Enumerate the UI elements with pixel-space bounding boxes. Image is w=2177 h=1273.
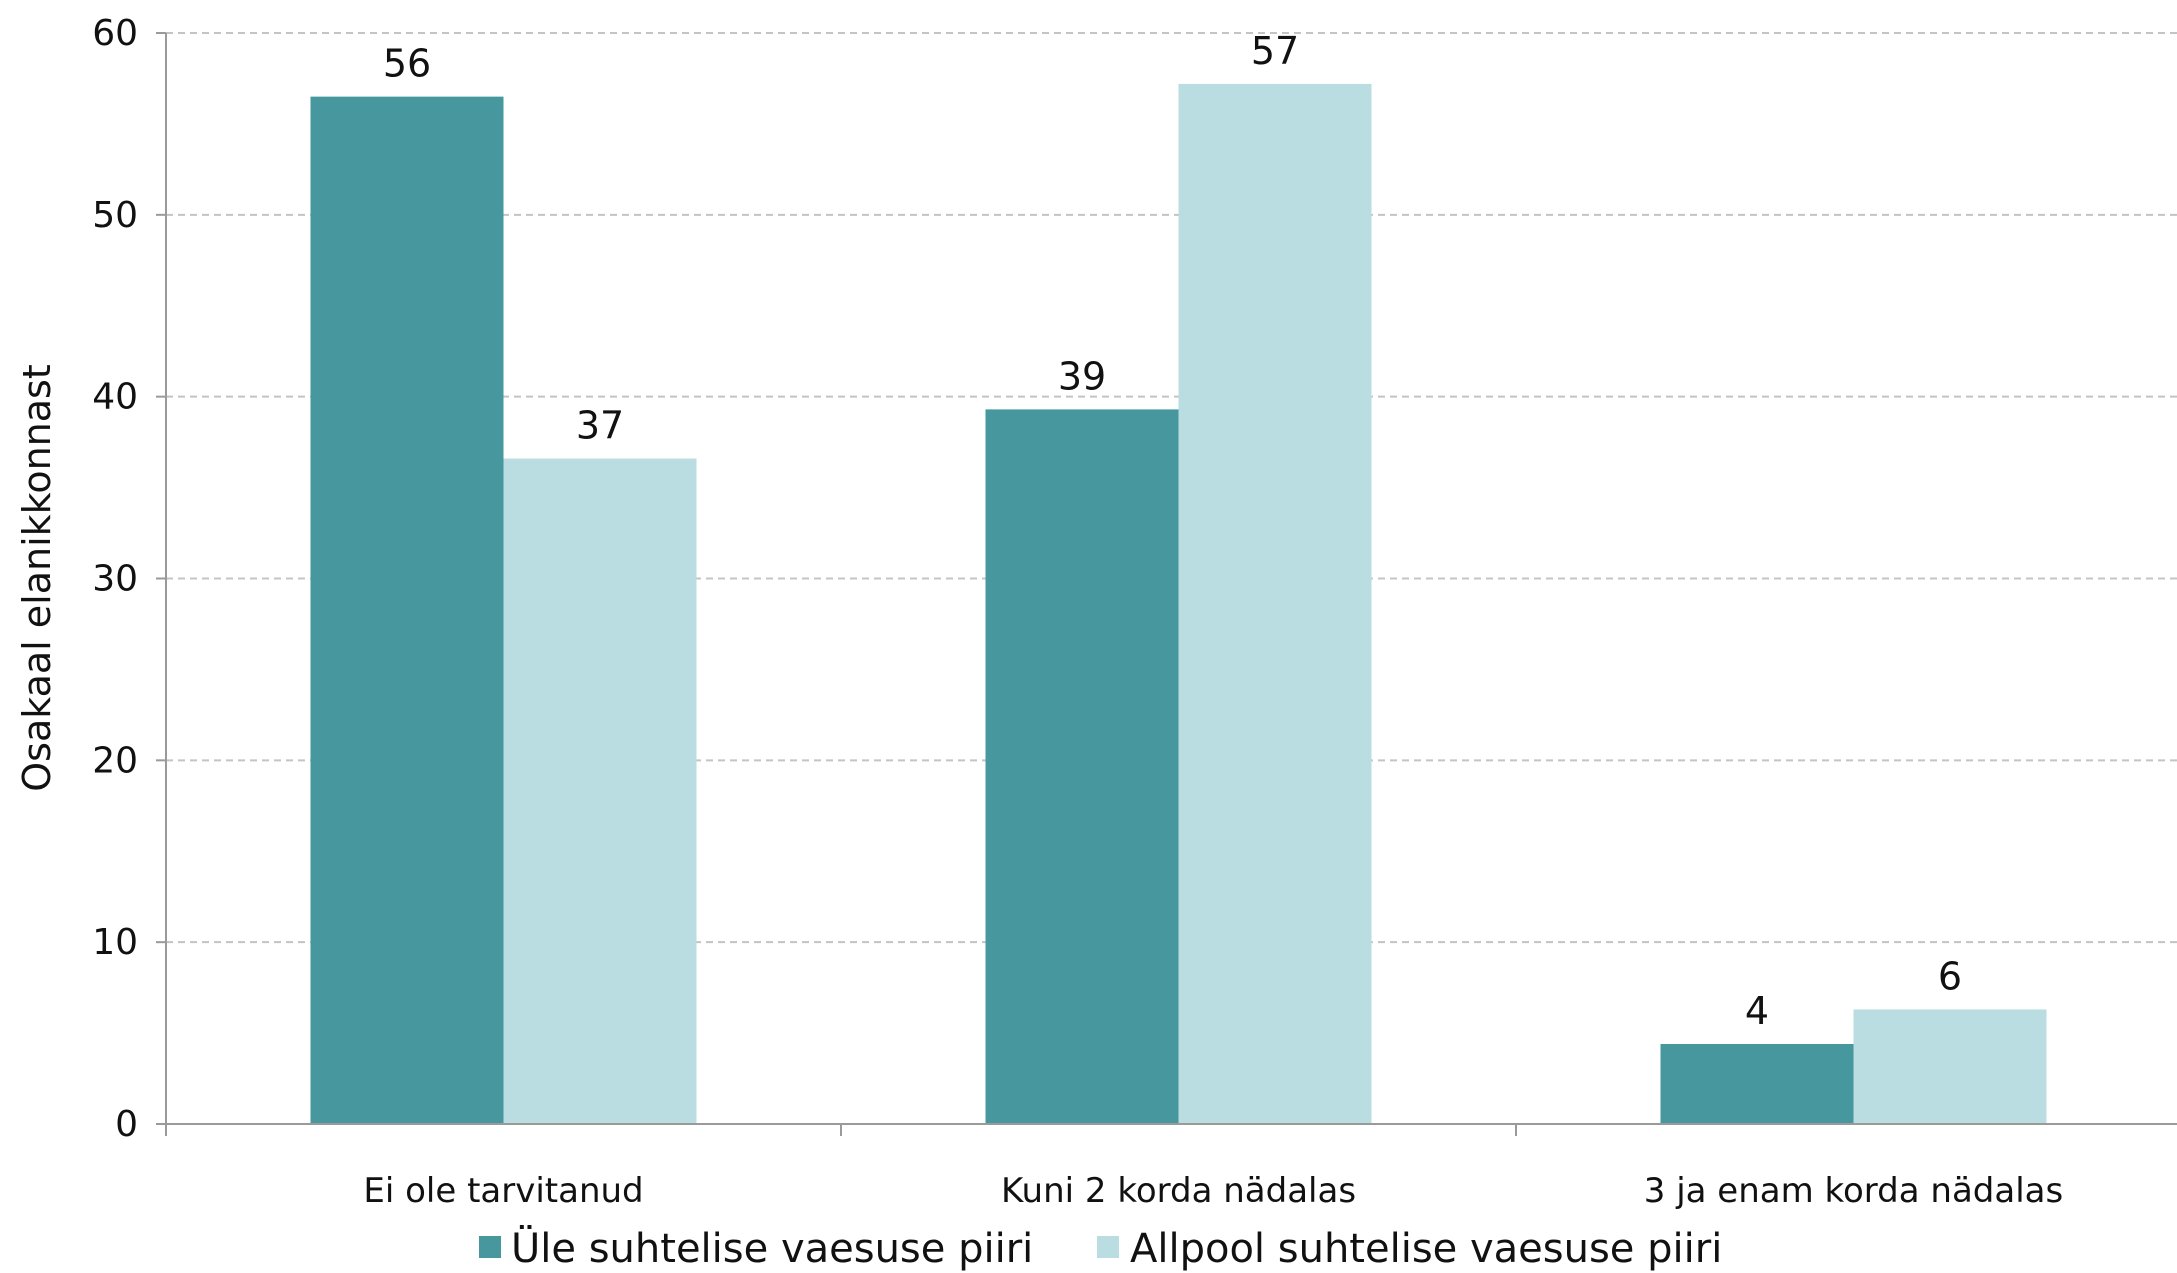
data-label: 6	[1938, 954, 1962, 998]
y-tick-label: 10	[92, 922, 138, 963]
data-label: 37	[576, 403, 624, 447]
bar	[985, 409, 1179, 1124]
bars	[310, 83, 2047, 1124]
y-axis-title: Osakaal elanikkonnast	[15, 364, 59, 791]
y-tick-label: 0	[115, 1104, 138, 1145]
category-label: 3 ja enam korda nädalas	[1644, 1171, 2063, 1211]
category-label: Kuni 2 korda nädalas	[1001, 1171, 1356, 1211]
category-labels: Ei ole tarvitanud Kuni 2 korda nädalas 3 j…	[363, 1171, 2063, 1211]
bar	[503, 458, 697, 1124]
y-tick-label: 60	[92, 13, 138, 54]
y-tick-labels: 0 10 20 30 40 50 60	[92, 13, 166, 1145]
bar	[310, 96, 504, 1124]
data-label: 4	[1745, 989, 1769, 1033]
y-tick-label: 40	[92, 377, 138, 418]
data-label: 39	[1058, 354, 1106, 398]
category-label: Ei ole tarvitanud	[363, 1171, 643, 1211]
data-labels: 56 37 39 57 4 6	[383, 29, 1962, 1033]
data-label: 57	[1251, 29, 1299, 73]
bar	[1853, 1009, 2047, 1124]
legend: Üle suhtelise vaesuse piiri Allpool suhte…	[479, 1224, 1722, 1272]
legend-swatch	[479, 1236, 501, 1258]
data-label: 56	[383, 42, 431, 86]
legend-label: Allpool suhtelise vaesuse piiri	[1130, 1226, 1722, 1272]
y-tick-label: 50	[92, 195, 138, 236]
x-tick-marks	[165, 1124, 1517, 1136]
legend-label: Üle suhtelise vaesuse piiri	[511, 1224, 1033, 1272]
legend-swatch	[1097, 1236, 1119, 1258]
bar	[1178, 83, 1372, 1124]
y-tick-label: 30	[92, 559, 138, 600]
bar	[1660, 1043, 1854, 1124]
y-tick-label: 20	[92, 740, 138, 781]
